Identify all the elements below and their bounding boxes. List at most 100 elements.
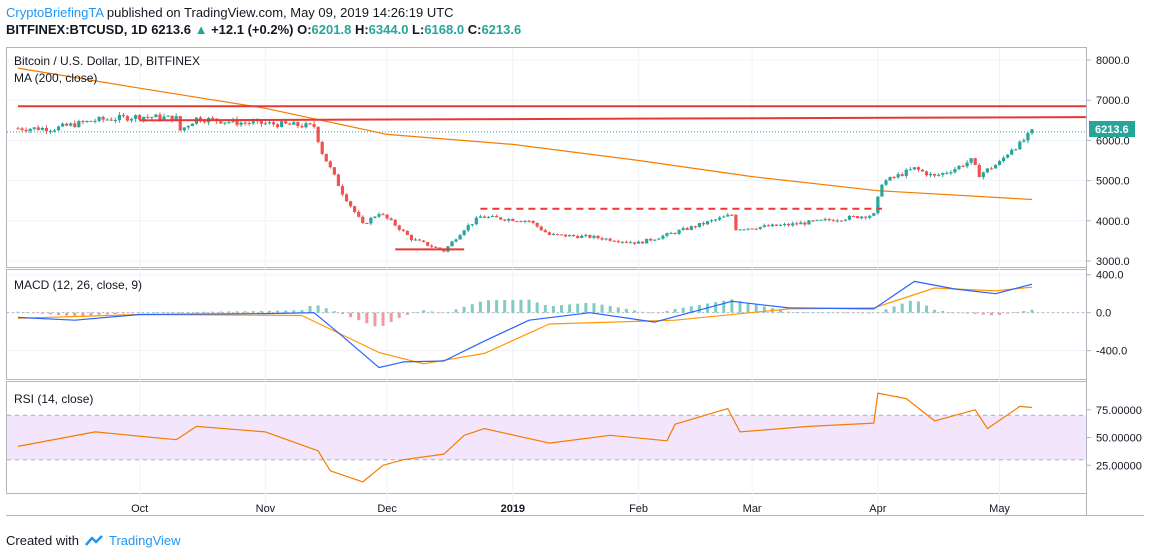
candle-body <box>933 173 937 176</box>
time-axis-label: Dec <box>377 503 397 515</box>
candle-body <box>657 238 661 240</box>
change-text: +12.1 (+0.2%) <box>211 22 294 37</box>
macd-histogram-bar <box>795 311 799 313</box>
candle-body <box>559 234 564 236</box>
macd-histogram-bar <box>868 312 872 314</box>
candle-body <box>689 226 693 230</box>
macd-histogram-bar <box>714 302 718 313</box>
macd-histogram-bar <box>779 309 783 313</box>
macd-histogram-bar <box>519 299 523 313</box>
candle-body <box>811 220 815 222</box>
macd-histogram-bar <box>665 311 669 313</box>
candle-body <box>912 167 916 170</box>
candle-body <box>653 239 657 241</box>
macd-histogram-bar <box>267 310 271 313</box>
candle-body <box>868 215 872 218</box>
candle-body <box>138 115 142 120</box>
candle-body <box>997 161 1002 165</box>
candle-body <box>239 122 243 125</box>
symbol-text: BITFINEX:BTCUSD, 1D <box>6 22 148 37</box>
candle-body <box>369 217 373 224</box>
rsi-tick-label: 50.00000 <box>1096 433 1142 445</box>
candle-body <box>920 169 925 172</box>
rsi-tick-label: 25.00000 <box>1096 460 1142 472</box>
candle-body <box>324 153 328 162</box>
macd-histogram-bar <box>981 312 985 315</box>
candle-body <box>377 214 381 217</box>
ma-200-line <box>17 67 1033 201</box>
candle-body <box>89 120 93 122</box>
tradingview-brand[interactable]: TradingView <box>108 533 181 548</box>
candle-body <box>381 214 385 216</box>
candle-body <box>495 215 499 218</box>
candle-body <box>97 116 101 121</box>
author-link[interactable]: CryptoBriefingTA <box>6 5 104 20</box>
candle-body <box>1026 133 1030 141</box>
candle-body <box>661 235 665 239</box>
macd-histogram-bar <box>689 306 693 313</box>
macd-histogram-bar <box>1014 312 1018 313</box>
macd-tick-label: -400.0 <box>1096 346 1127 358</box>
candle-body <box>645 238 649 244</box>
macd-histogram-bar <box>1022 311 1026 313</box>
macd-histogram-bar <box>97 312 101 315</box>
macd-histogram-bar <box>908 300 912 313</box>
candle-body <box>292 122 296 125</box>
macd-histogram-bar <box>65 312 69 316</box>
macd-histogram-bar <box>170 312 174 313</box>
macd-histogram-bar <box>235 311 239 313</box>
macd-histogram-bar <box>186 312 190 313</box>
macd-histogram-bar <box>276 310 280 313</box>
macd-histogram-bar <box>162 312 166 313</box>
candle-body <box>353 206 357 212</box>
candle-body <box>219 121 223 124</box>
candle-body <box>880 184 884 197</box>
candle-body <box>604 238 608 240</box>
candle-body <box>93 120 97 122</box>
candle-body <box>235 119 239 125</box>
candle-body <box>807 220 811 225</box>
candle-body <box>539 226 543 231</box>
high-label: H: <box>354 22 369 37</box>
candle-body <box>85 120 89 123</box>
candle-body <box>596 235 600 239</box>
candle-body <box>778 224 783 226</box>
footer: Created with TradingView <box>6 533 181 548</box>
candle-body <box>227 121 231 123</box>
macd-histogram-bar <box>876 312 880 313</box>
candle-body <box>280 121 284 128</box>
macd-histogram-bar <box>762 306 766 313</box>
rsi-pane-title: RSI (14, close) <box>14 392 93 406</box>
candle-body <box>924 171 929 176</box>
candle-body <box>563 234 568 237</box>
candle-body <box>470 224 474 226</box>
macd-histogram-bar <box>900 303 904 313</box>
macd-histogram-bar <box>819 312 823 313</box>
candle-body <box>973 158 977 166</box>
candle-body <box>892 176 896 178</box>
macd-histogram-bar <box>1006 312 1010 314</box>
macd-histogram-bar <box>681 307 685 313</box>
candle-body <box>150 117 154 119</box>
macd-histogram-bar <box>989 312 993 316</box>
candle-body <box>945 172 949 174</box>
candle-body <box>385 214 389 219</box>
macd-histogram-bar <box>941 310 945 313</box>
macd-histogram-bar <box>357 312 361 321</box>
macd-histogram-bar <box>438 312 442 314</box>
macd-histogram-bar <box>57 312 61 315</box>
macd-histogram-bar <box>803 312 807 313</box>
macd-histogram-bar <box>568 304 572 313</box>
candle-body <box>296 122 300 127</box>
macd-histogram-bar <box>633 310 637 313</box>
macd-histogram-bar <box>551 305 555 313</box>
macd-histogram-bar <box>284 310 288 313</box>
macd-histogram-bar <box>365 312 369 324</box>
macd-histogram-bar <box>243 311 247 313</box>
macd-histogram-bar <box>657 312 661 314</box>
macd-histogram-bar <box>608 306 612 313</box>
candle-body <box>328 161 332 168</box>
candle-body <box>547 232 551 235</box>
candle-body <box>117 115 121 121</box>
